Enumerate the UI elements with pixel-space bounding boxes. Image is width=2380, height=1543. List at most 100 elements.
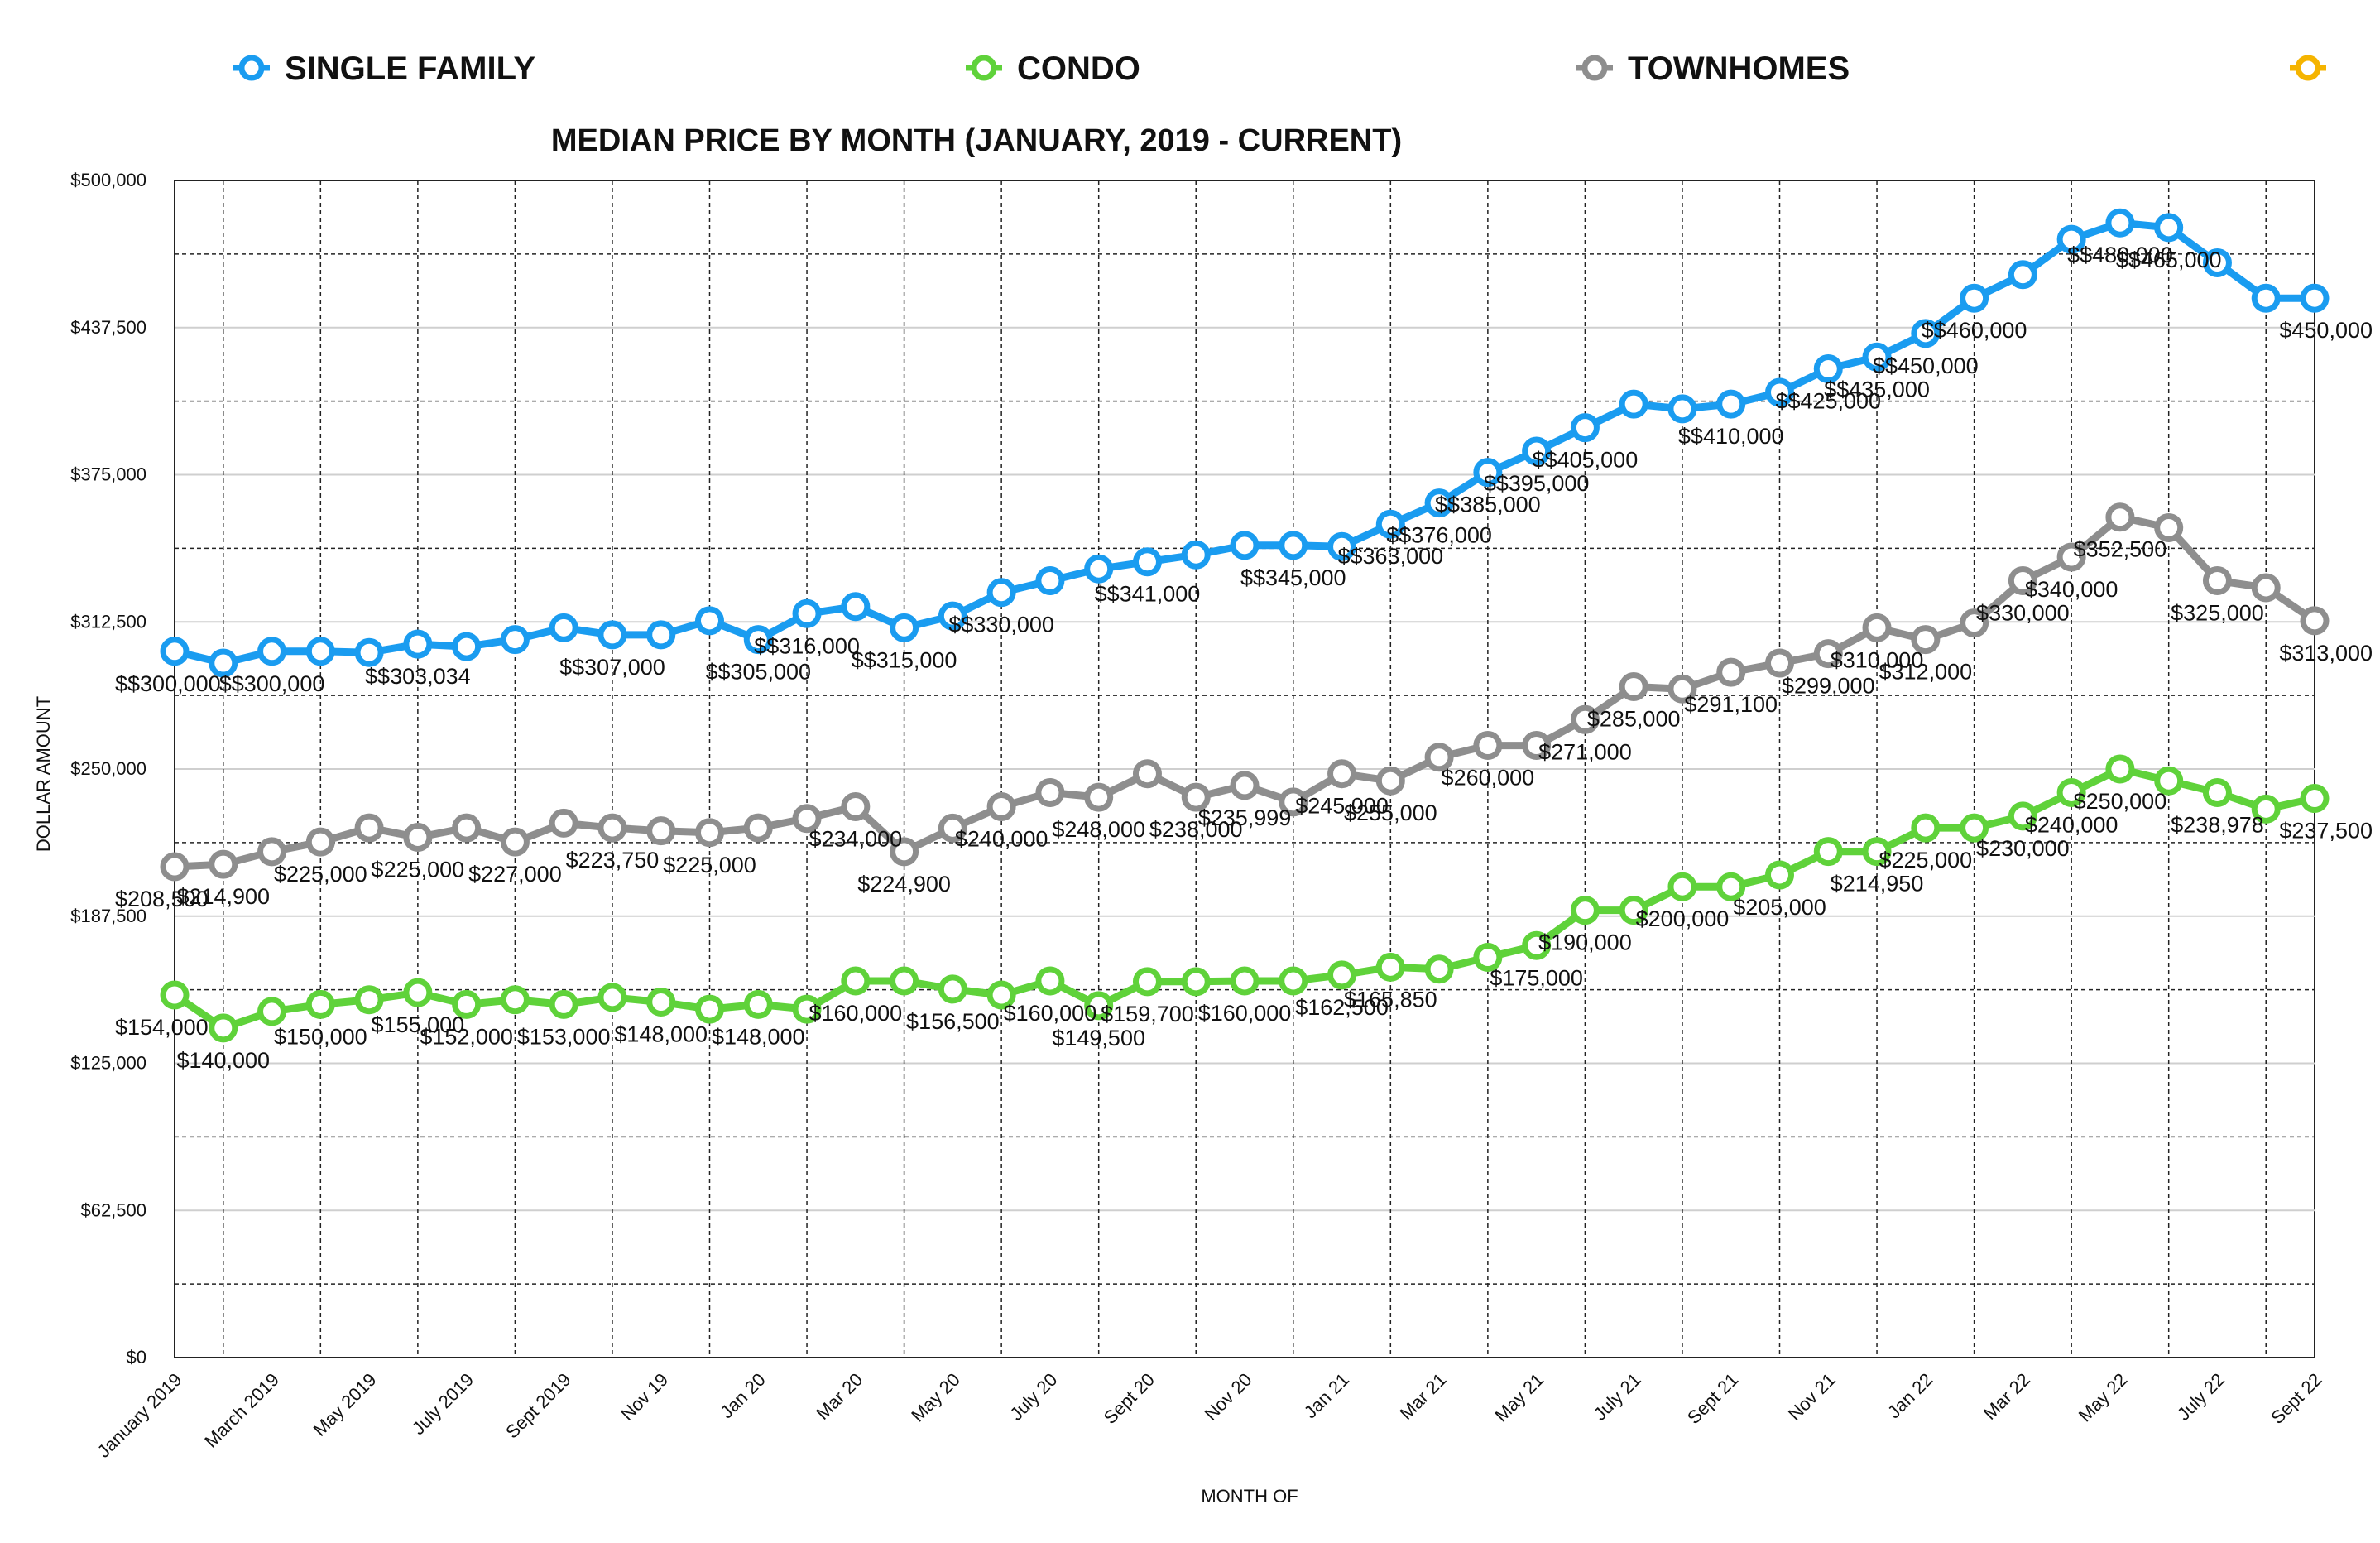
data-point	[403, 822, 433, 852]
data-point	[2154, 512, 2184, 542]
data-label: $160,000	[1004, 1001, 1097, 1026]
data-point	[549, 808, 578, 838]
data-point	[209, 1013, 238, 1043]
data-point	[549, 613, 578, 642]
data-point	[1424, 488, 1454, 518]
data-point	[1619, 389, 1648, 419]
data-label: $$460,000	[1922, 318, 2027, 343]
data-label: $325,000	[2171, 600, 2264, 625]
legend-item: TOWNHOMES	[1576, 50, 1850, 87]
y-tick-label: $125,000	[70, 1053, 146, 1074]
x-tick-label: Jan 22	[1883, 1369, 1936, 1422]
data-point	[1619, 896, 1648, 925]
x-tick-label: July 20	[1005, 1369, 1061, 1425]
data-point	[452, 632, 482, 661]
data-label: $$345,000	[1240, 565, 1346, 590]
data-point	[841, 592, 871, 622]
data-point	[1473, 731, 1503, 761]
data-label: $352,500	[2074, 537, 2167, 562]
data-point	[792, 598, 822, 628]
data-point	[695, 606, 724, 636]
data-point	[792, 804, 822, 834]
data-point	[1667, 872, 1697, 901]
data-label: $245,000	[1295, 794, 1389, 819]
y-tick-label: $500,000	[70, 170, 146, 190]
data-point	[2202, 248, 2232, 278]
data-label: $162,500	[1295, 995, 1389, 1020]
data-point	[209, 648, 238, 678]
x-tick-label: May 2019	[309, 1369, 381, 1440]
y-tick-label: $375,000	[70, 464, 146, 485]
data-label: $291,100	[1684, 692, 1778, 717]
data-label: $$316,000	[754, 633, 860, 658]
data-point	[841, 966, 871, 996]
data-label: $225,000	[274, 862, 367, 887]
data-label: $140,000	[176, 1048, 270, 1073]
data-point	[1035, 565, 1065, 595]
data-point	[2008, 565, 2037, 595]
data-label: $$480,000	[2067, 243, 2173, 267]
data-point	[2154, 213, 2184, 243]
data-point	[2300, 606, 2330, 636]
data-label: $310,000	[1831, 647, 1924, 672]
data-point	[890, 837, 919, 867]
data-label: $159,700	[1101, 1002, 1194, 1026]
data-label: $225,000	[372, 857, 465, 882]
data-point	[743, 625, 773, 655]
data-point	[257, 837, 287, 867]
data-point	[1765, 377, 1794, 407]
data-label: $$307,000	[559, 655, 665, 680]
data-point	[597, 620, 627, 650]
data-label: $240,000	[2025, 812, 2118, 837]
data-point	[500, 985, 530, 1015]
data-point	[1279, 966, 1308, 996]
data-point	[597, 813, 627, 843]
data-label: $148,000	[712, 1024, 805, 1049]
data-point	[1862, 613, 1892, 642]
data-point	[646, 620, 676, 650]
data-point	[1522, 731, 1552, 761]
data-point	[1181, 782, 1211, 812]
data-point	[597, 983, 627, 1012]
data-point	[1375, 766, 1405, 796]
x-axis-label: MONTH OF	[1201, 1486, 1298, 1507]
data-label: $149,500	[1052, 1026, 1145, 1050]
data-point	[2105, 754, 2135, 784]
data-label: $150,000	[274, 1024, 367, 1049]
data-point	[1911, 813, 1941, 843]
data-point	[938, 813, 967, 843]
y-tick-label: $62,500	[80, 1199, 146, 1220]
legend-label: SINGLE FAMILY	[285, 50, 535, 87]
data-point	[1522, 436, 1552, 466]
data-point	[1132, 759, 1162, 789]
data-point	[890, 966, 919, 996]
x-axis: January 2019 March 2019 May 2019 July 2019 S…	[94, 1369, 2326, 1462]
data-point	[2008, 801, 2037, 831]
data-point	[1862, 837, 1892, 867]
data-point	[2300, 283, 2330, 313]
data-point	[1765, 860, 1794, 890]
x-tick-label: Nov 19	[617, 1369, 672, 1425]
data-label: $200,000	[1636, 906, 1730, 931]
data-point	[1035, 777, 1065, 807]
data-point	[1230, 531, 1260, 560]
data-point	[1911, 319, 1941, 348]
data-label: $225,000	[663, 853, 756, 877]
data-labels: $$300,000$$300,000 $$303,034 $$307,000 $$30…	[115, 243, 2373, 1073]
data-point	[1132, 967, 1162, 997]
data-label: $156,500	[906, 1009, 1000, 1034]
data-point	[2105, 502, 2135, 532]
data-point	[695, 818, 724, 848]
data-point	[160, 852, 190, 882]
series-single-family	[160, 208, 2330, 678]
data-point	[209, 849, 238, 879]
data-label: $$385,000	[1435, 493, 1541, 517]
data-point	[743, 989, 773, 1019]
data-point	[1375, 952, 1405, 982]
data-point	[2251, 794, 2281, 824]
y-axis-label: DOLLAR AMOUNT	[33, 696, 54, 852]
x-tick-label: Jan 21	[1300, 1369, 1353, 1422]
x-tick-label: Nov 21	[1784, 1369, 1840, 1425]
data-point	[986, 578, 1016, 608]
